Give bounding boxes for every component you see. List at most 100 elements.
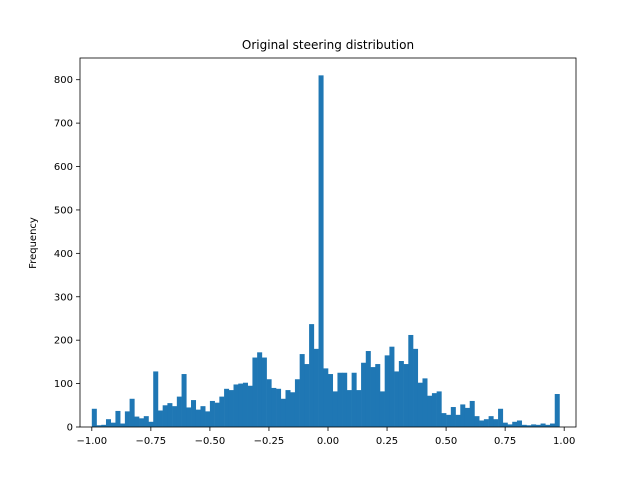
histogram-bar [408, 334, 414, 427]
histogram-bar [172, 406, 178, 427]
histogram-bar [379, 391, 385, 427]
histogram-bar [464, 407, 471, 427]
histogram-bar [200, 406, 206, 427]
histogram-bar [554, 394, 560, 427]
histogram-bar [209, 400, 215, 427]
histogram-bar [247, 385, 253, 427]
histogram-bar [195, 409, 201, 427]
histogram-bar [304, 364, 310, 427]
histogram-bar [474, 416, 480, 427]
x-tick-label: 0.00 [317, 436, 339, 447]
histogram-bar [101, 424, 107, 427]
histogram-bar [526, 425, 532, 427]
histogram-bar [403, 364, 409, 427]
histogram-bar [181, 374, 187, 427]
histogram-bar [186, 407, 192, 427]
histogram-bar [483, 419, 489, 427]
histogram-bar [214, 402, 220, 427]
histogram-bar [413, 348, 419, 427]
histogram-bar [540, 423, 546, 427]
histogram-bar [318, 75, 324, 428]
x-tick-label: 1.00 [553, 436, 575, 447]
histogram-bar [531, 424, 537, 427]
y-tick-label: 100 [54, 379, 73, 390]
histogram-bar [323, 368, 329, 427]
histogram-bar [351, 372, 357, 427]
histogram-bar [153, 371, 159, 427]
histogram-bar [356, 390, 362, 427]
histogram-bar [521, 424, 527, 427]
histogram-bar [105, 419, 111, 427]
histogram-bar [120, 423, 126, 427]
histogram-bar [469, 400, 475, 427]
histogram-bar [384, 355, 390, 427]
histogram-bar [394, 371, 400, 427]
histogram-bar [417, 382, 423, 427]
histogram-bar [545, 424, 551, 427]
histogram-bar [134, 416, 140, 427]
histogram-bar [266, 379, 272, 427]
histogram-bar [365, 351, 371, 427]
histogram-bar [285, 390, 291, 427]
histogram-bar [375, 364, 381, 427]
histogram-bar [398, 361, 404, 427]
histogram-bar [389, 346, 395, 427]
histogram-bar [157, 410, 163, 427]
histogram-bar [219, 396, 225, 427]
histogram-bar [96, 425, 102, 427]
histogram-bar [280, 398, 286, 427]
histogram-bar [238, 383, 244, 427]
y-tick-label: 200 [54, 336, 73, 347]
histogram-bar [294, 379, 300, 427]
histogram-bar [233, 384, 239, 427]
histogram-bar [271, 387, 277, 427]
histogram-bar [493, 419, 499, 427]
histogram-bar [205, 411, 211, 427]
histogram-bar [162, 405, 168, 427]
plot-frame [79, 57, 577, 428]
histogram-bar [129, 398, 135, 427]
bars-group [91, 75, 560, 428]
histogram-bar [191, 400, 197, 427]
histogram-bar [224, 388, 230, 427]
histogram-bar [431, 393, 437, 427]
histogram-bar [488, 416, 494, 427]
y-axis: 0 100 200 300 400 500 600 700 800 [54, 75, 80, 434]
chart-title: Original steering distribution [242, 38, 414, 52]
histogram-bar [309, 324, 315, 427]
x-axis: −1.00 −0.75 −0.50 −0.25 0.00 0.25 0.50 0.75 1.00 [76, 427, 575, 447]
y-tick-label: 600 [54, 162, 73, 173]
histogram-bar [535, 424, 541, 427]
x-tick-label: −1.00 [76, 436, 107, 447]
histogram-bar [441, 413, 447, 427]
x-tick-label: 0.50 [435, 436, 457, 447]
histogram-bar [115, 410, 121, 427]
y-tick-label: 700 [54, 119, 73, 130]
x-tick-label: 0.25 [376, 436, 398, 447]
y-tick-label: 800 [54, 75, 73, 86]
histogram-bar [507, 424, 513, 427]
histogram-bar [167, 403, 173, 427]
histogram-bar [436, 391, 442, 427]
y-tick-label: 500 [54, 205, 73, 216]
histogram-bar [110, 422, 116, 427]
histogram-bar [299, 354, 305, 427]
histogram-bar [228, 390, 234, 427]
y-tick-label: 400 [54, 249, 73, 260]
histogram-bar [337, 372, 343, 427]
histogram-bar [455, 414, 461, 427]
histogram-bar [91, 408, 97, 427]
histogram-bar [450, 407, 456, 427]
histogram-bar [512, 421, 518, 427]
histogram-bar [460, 404, 466, 427]
x-tick-label: −0.75 [136, 436, 167, 447]
histogram-bar [257, 352, 263, 427]
histogram-bar [276, 388, 282, 427]
histogram-bar [479, 420, 485, 427]
histogram-bar [361, 362, 367, 427]
y-tick-label: 300 [54, 292, 73, 303]
histogram-bar [516, 420, 522, 427]
histogram-bar [261, 357, 267, 427]
histogram-bar [370, 367, 376, 427]
